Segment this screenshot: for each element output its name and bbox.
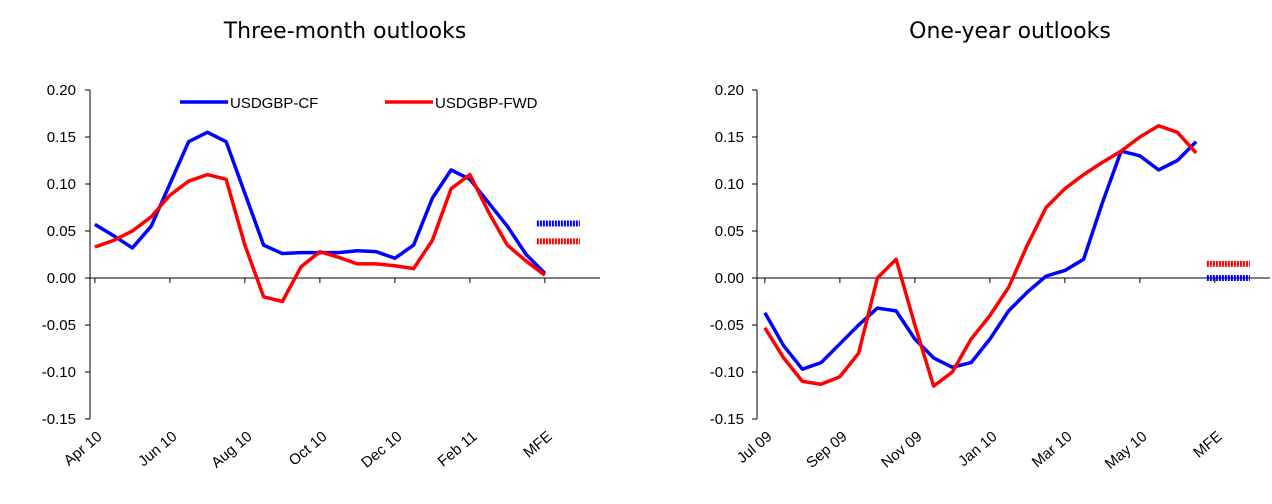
x-tick-label: MFE: [520, 428, 555, 461]
x-tick-label: Dec 10: [358, 428, 405, 472]
x-tick-label: Feb 11: [435, 428, 481, 470]
x-tick-label: Jan 10: [955, 428, 1000, 470]
y-tick-label: -0.15: [710, 411, 744, 428]
x-tick-label: Sep 09: [803, 428, 850, 472]
x-tick-label: MFE: [1190, 428, 1225, 461]
y-tick-label: 0.10: [715, 176, 744, 193]
y-tick-label: -0.05: [42, 317, 76, 334]
series-line: [763, 123, 1198, 388]
y-tick-label: 0.00: [47, 270, 76, 287]
x-tick-label: May 10: [1102, 428, 1151, 473]
y-tick-label: -0.10: [710, 364, 744, 381]
y-tick-label: 0.20: [47, 82, 76, 99]
legend-label: USDGBP-CF: [230, 95, 318, 112]
y-tick-label: -0.15: [42, 411, 76, 428]
x-tick-label: Mar 10: [1029, 428, 1076, 471]
y-tick-label: 0.15: [47, 129, 76, 146]
y-tick-label: 0.05: [715, 223, 744, 240]
y-tick-label: 0.10: [47, 176, 76, 193]
legend-label: USDGBP-FWD: [435, 95, 538, 112]
series-line: [94, 172, 546, 304]
y-tick-label: 0.00: [715, 270, 744, 287]
y-tick-label: -0.05: [710, 317, 744, 334]
x-tick-label: Apr 10: [61, 428, 106, 469]
series-line: [763, 140, 1198, 371]
y-tick-label: 0.05: [47, 223, 76, 240]
x-tick-label: Jul 09: [734, 428, 776, 467]
y-tick-label: 0.20: [715, 82, 744, 99]
x-tick-label: Oct 10: [286, 428, 331, 469]
chart-title: Three-month outlooks: [223, 19, 467, 44]
y-tick-label: -0.10: [42, 364, 76, 381]
y-tick-label: 0.15: [715, 129, 744, 146]
x-tick-label: Aug 10: [208, 428, 255, 472]
chart-title: One-year outlooks: [909, 19, 1111, 44]
x-tick-label: Nov 09: [878, 428, 925, 472]
x-tick-label: Jun 10: [135, 428, 180, 470]
